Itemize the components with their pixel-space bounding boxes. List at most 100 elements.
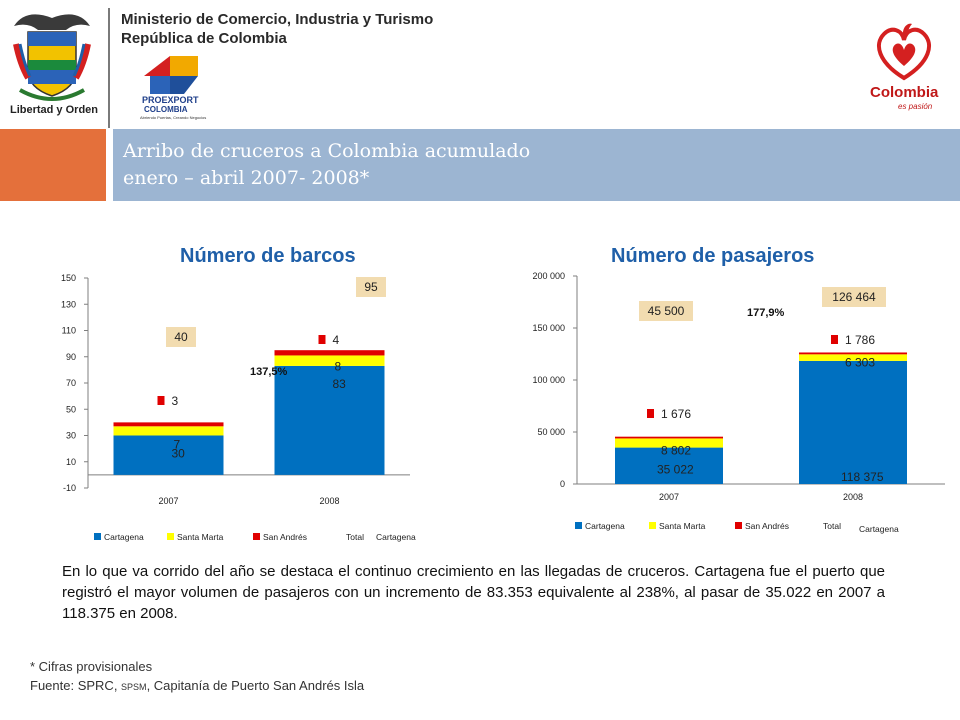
data-label-san-andres: 4 xyxy=(333,333,340,347)
source-suffix: , Capitanía de Puerto San Andrés Isla xyxy=(146,678,365,693)
legend-extra-label: Cartagena xyxy=(859,524,899,534)
san-andres-marker xyxy=(831,335,838,344)
legend-label: Cartagena xyxy=(585,521,625,531)
title-banner: Arribo de cruceros a Colombia acumulado … xyxy=(113,129,960,201)
total-box xyxy=(166,327,196,347)
data-label-san-andres: 1 676 xyxy=(661,407,691,421)
data-label-cartagena: 30 xyxy=(172,447,186,461)
total-box xyxy=(639,301,693,321)
slide-title-line-1: Arribo de cruceros a Colombia acumulado xyxy=(123,140,531,162)
legend-swatch xyxy=(575,522,582,529)
bar-cartagena xyxy=(799,360,907,484)
y-tick-label: 130 xyxy=(61,299,76,309)
legend-label: Santa Marta xyxy=(659,521,706,531)
bar-cartagena xyxy=(113,435,224,475)
ships-chart: -101030507090110130150200730734020088384… xyxy=(61,273,416,542)
motto-text: Libertad y Orden xyxy=(9,104,99,116)
data-label-santa-marta: 8 802 xyxy=(661,443,691,457)
bar-cartagena xyxy=(615,447,723,484)
footnote-source: Fuente: SPRC, SPSM, Capitanía de Puerto … xyxy=(30,676,364,697)
bar-san-andres xyxy=(113,422,224,427)
source-prefix: Fuente: SPRC, xyxy=(30,678,122,693)
x-tick-label: 2007 xyxy=(659,492,679,502)
data-label-cartagena: 83 xyxy=(333,377,347,391)
legend-swatch xyxy=(167,533,174,540)
total-label: 40 xyxy=(174,330,188,344)
x-tick-label: 2008 xyxy=(319,496,339,506)
y-tick-label: 50 000 xyxy=(537,427,565,437)
colombia-brand-name: Colombia xyxy=(870,84,939,101)
bar-cartagena xyxy=(274,365,385,475)
slide-title: Arribo de cruceros a Colombia acumulado … xyxy=(123,138,530,192)
legend-label: San Andrés xyxy=(263,532,307,542)
legend-swatch xyxy=(253,533,260,540)
y-tick-label: 30 xyxy=(66,431,76,441)
san-andres-marker xyxy=(647,409,654,418)
ministry-line-1: Ministerio de Comercio, Industria y Turi… xyxy=(121,11,434,28)
legend-label: Total xyxy=(346,532,364,542)
x-tick-label: 2008 xyxy=(843,492,863,502)
data-label-santa-marta: 8 xyxy=(335,359,342,373)
colombia-brand-tagline: es pasión xyxy=(898,102,933,111)
total-box xyxy=(822,287,886,307)
coat-of-arms-logo: Libertad y Orden xyxy=(6,4,98,122)
chart-title-passengers: Número de pasajeros xyxy=(611,245,815,267)
y-tick-label: 100 000 xyxy=(532,375,565,385)
footnote-provisional: * Cifras provisionales xyxy=(30,659,153,674)
ministry-name: Ministerio de Comercio, Industria y Turi… xyxy=(121,10,433,48)
proexport-tagline: Abriendo Puertas, Creando Negocios xyxy=(140,115,207,120)
y-tick-label: 50 xyxy=(66,404,76,414)
total-label: 45 500 xyxy=(648,304,685,318)
x-tick-label: 2007 xyxy=(158,496,178,506)
proexport-country: COLOMBIA xyxy=(144,105,188,114)
y-tick-label: 90 xyxy=(66,352,76,362)
data-label-san-andres: 3 xyxy=(172,394,179,408)
total-label: 95 xyxy=(364,280,378,294)
bar-san-andres xyxy=(274,350,385,356)
y-tick-label: 10 xyxy=(66,457,76,467)
growth-label: 177,9% xyxy=(747,307,785,319)
y-tick-label: 200 000 xyxy=(532,271,565,281)
san-andres-marker xyxy=(318,335,326,344)
san-andres-marker xyxy=(157,396,165,405)
bar-san-andres xyxy=(615,436,723,439)
total-label: 126 464 xyxy=(832,290,876,304)
legend-swatch xyxy=(735,522,742,529)
data-label-cartagena: 35 022 xyxy=(657,463,694,477)
legend-label: Cartagena xyxy=(104,532,144,542)
summary-paragraph: En lo que va corrido del año se destaca … xyxy=(62,563,885,622)
banner-accent xyxy=(0,129,106,201)
y-tick-label: 150 xyxy=(61,273,76,283)
legend-label: San Andrés xyxy=(745,521,789,531)
bar-santa-marta xyxy=(113,426,224,436)
chart-title-ships: Número de barcos xyxy=(180,245,356,267)
passengers-chart: 0 50 000 100 000 150 000 200 000 2007 35 022 8 … xyxy=(532,271,945,534)
y-tick-label: 0 xyxy=(560,479,565,489)
bar-santa-marta xyxy=(799,354,907,361)
y-tick-label: 110 xyxy=(62,326,76,336)
legend-label: Total xyxy=(823,521,841,531)
data-label-cartagena: 118 375 xyxy=(841,470,884,484)
header-divider xyxy=(108,8,110,128)
data-label-san-andres: 1 786 xyxy=(845,333,875,347)
bar-san-andres xyxy=(799,352,907,355)
footnote: * Cifras provisionales Fuente: SPRC, SPS… xyxy=(30,657,364,697)
source-abbrev: SPSM xyxy=(121,682,147,692)
total-box xyxy=(356,277,386,297)
legend-swatch xyxy=(94,533,101,540)
ministry-line-2: República de Colombia xyxy=(121,30,287,47)
y-tick-label: 70 xyxy=(66,378,76,388)
y-tick-label: -10 xyxy=(63,483,76,493)
growth-label: 137,5% xyxy=(250,366,288,378)
bar-santa-marta xyxy=(274,355,385,366)
data-label-santa-marta: 6 303 xyxy=(845,355,875,369)
bar-santa-marta xyxy=(615,438,723,448)
y-tick-label: 150 000 xyxy=(532,323,565,333)
legend-extra-label: Cartagena xyxy=(376,532,416,542)
legend-swatch xyxy=(649,522,656,529)
data-label-santa-marta: 7 xyxy=(174,437,181,451)
slide-title-line-2: enero – abril 2007- 2008* xyxy=(123,167,370,189)
legend-label: Santa Marta xyxy=(177,532,224,542)
colombia-brand-logo: Colombia es pasión xyxy=(868,18,940,118)
proexport-logo: PROEXPORT COLOMBIA Abriendo Puertas, Cre… xyxy=(140,50,212,126)
